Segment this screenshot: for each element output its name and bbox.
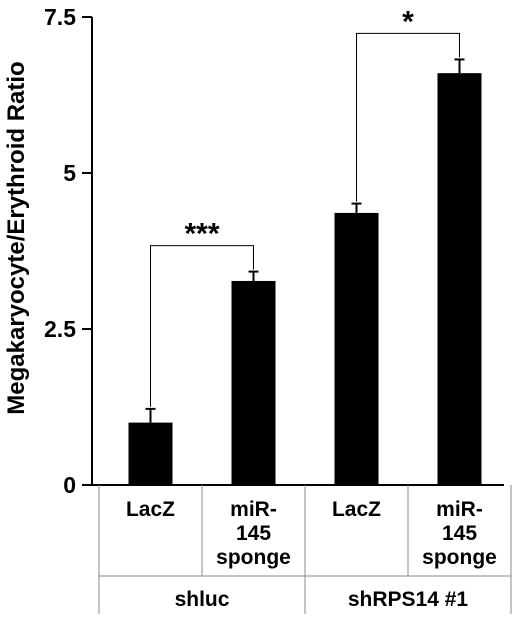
y-axis-label: Megakaryocyte/Erythroid Ratio [3, 61, 30, 414]
category-label: LacZ [332, 498, 381, 521]
significance-bracket [150, 245, 254, 407]
bar [437, 73, 482, 485]
group-label: shRPS14 #1 [348, 588, 469, 611]
y-axis-label-group: Megakaryocyte/Erythroid Ratio [3, 61, 30, 414]
significance-label: *** [184, 218, 219, 251]
category-label: LacZ [126, 498, 175, 521]
category-label: miR- [436, 498, 483, 521]
y-tick-label: 2.5 [44, 316, 76, 342]
bar [128, 422, 173, 485]
y-tick-label: 0 [63, 472, 76, 498]
category-label: sponge [216, 546, 291, 569]
category-label: miR- [230, 498, 277, 521]
significance-label: * [402, 5, 414, 38]
significance-bracket [356, 32, 460, 202]
category-label: 145 [236, 522, 271, 545]
y-tick-label: 5 [63, 160, 76, 186]
category-label: 145 [442, 522, 477, 545]
category-label: sponge [422, 546, 497, 569]
group-label: shluc [175, 588, 230, 611]
y-tick-label: 7.5 [44, 4, 76, 30]
bar [334, 212, 379, 485]
bar [231, 280, 276, 485]
